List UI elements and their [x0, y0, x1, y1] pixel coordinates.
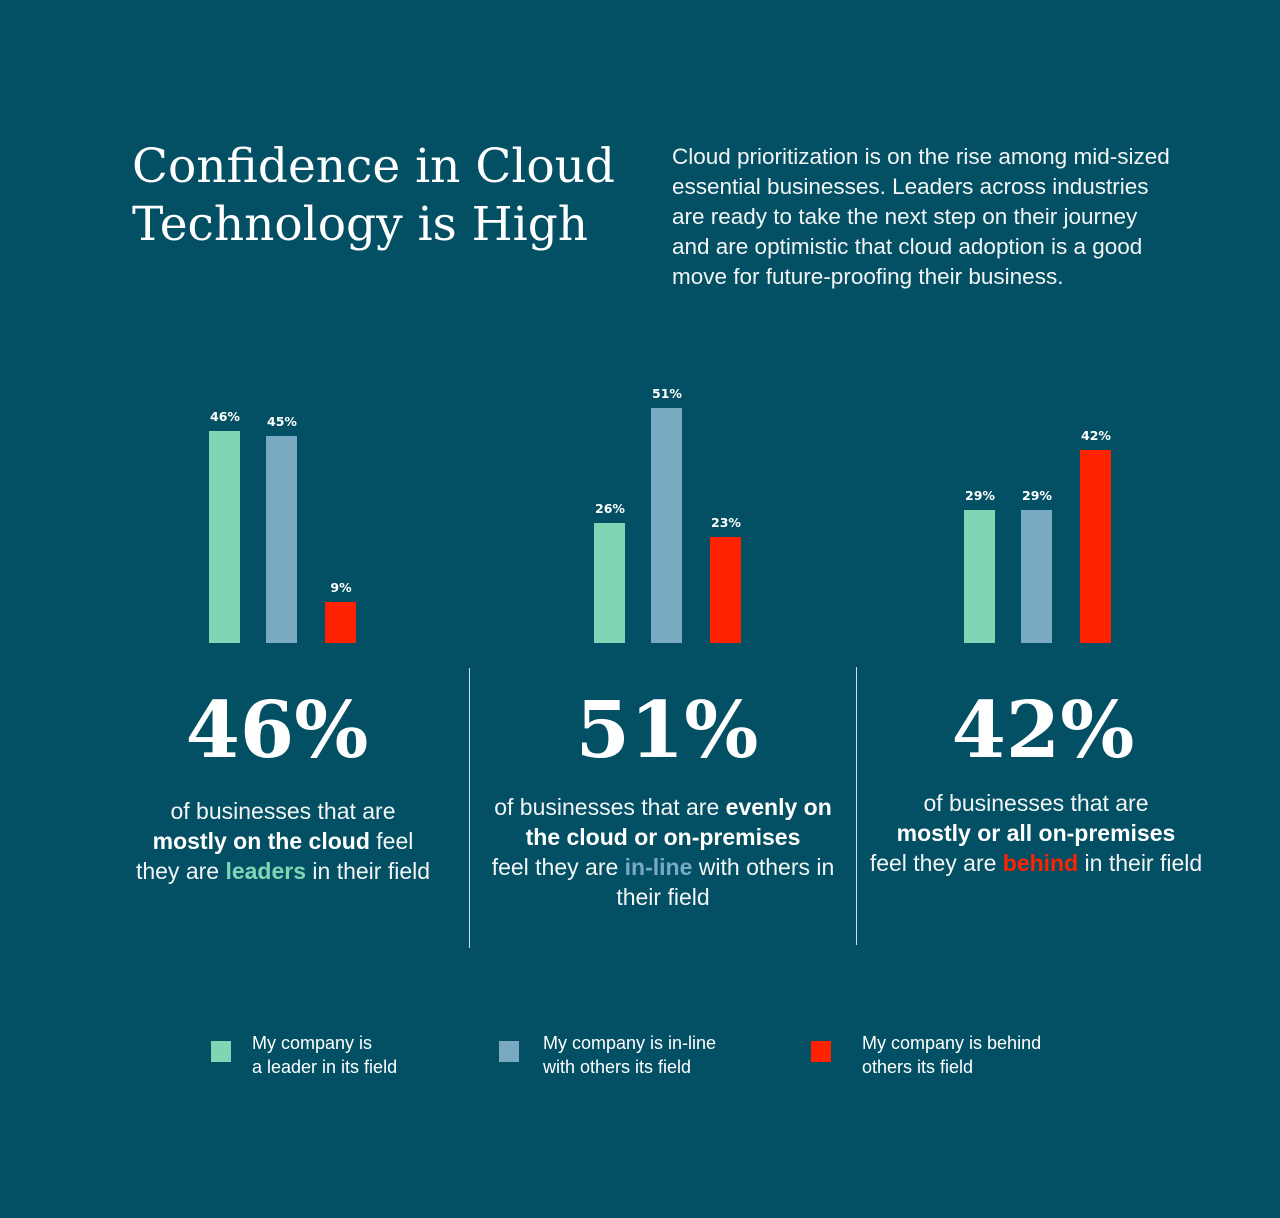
bar-value-label: 26% [595, 501, 625, 517]
legend-item-leader: My company is a leader in its field [211, 1031, 397, 1079]
stat-description: of businesses that are mostly or all on-p… [869, 790, 1203, 876]
bar-behind [710, 537, 741, 643]
stat-big: 51% [575, 685, 759, 776]
title-line: Technology is High [132, 197, 589, 252]
bar-value-label: 29% [965, 487, 995, 503]
divider [469, 668, 470, 948]
bar-leader [209, 431, 240, 643]
legend-swatch [811, 1041, 831, 1062]
bar-value-label: 29% [1022, 487, 1052, 503]
legend-item-inline: My company is in-line with others its fie… [499, 1031, 716, 1079]
bar-behind [325, 601, 356, 643]
stat-big: 42% [951, 685, 1135, 776]
legend-swatch [499, 1041, 519, 1062]
legend-swatch [211, 1041, 231, 1062]
title-line: Confidence in Cloud [132, 139, 616, 194]
intro-text: Cloud prioritization is on the rise amon… [672, 144, 1170, 289]
bar-value-label: 23% [711, 515, 741, 531]
bar-value-label: 45% [267, 414, 297, 429]
bar-in-line [651, 408, 682, 643]
bar-leader [964, 509, 995, 643]
bar-value-label: 46% [210, 409, 240, 425]
stat-description: of businesses that are mostly on the clou… [135, 798, 431, 884]
bar-value-label: 9% [330, 579, 352, 595]
bar-value-label: 51% [652, 386, 682, 402]
divider [856, 667, 857, 945]
stat-description: of businesses that are evenly on the clo… [491, 794, 835, 910]
legend-item-behind: My company is behind others its field [811, 1031, 1041, 1079]
bar-value-label: 42% [1081, 427, 1111, 443]
bar-in-line [1021, 509, 1052, 643]
page-title: Confidence in Cloud Technology is High [132, 138, 652, 254]
bar-behind [1080, 449, 1111, 643]
bar-in-line [266, 436, 297, 643]
stat-big: 46% [185, 685, 369, 776]
bar-leader [594, 523, 625, 643]
